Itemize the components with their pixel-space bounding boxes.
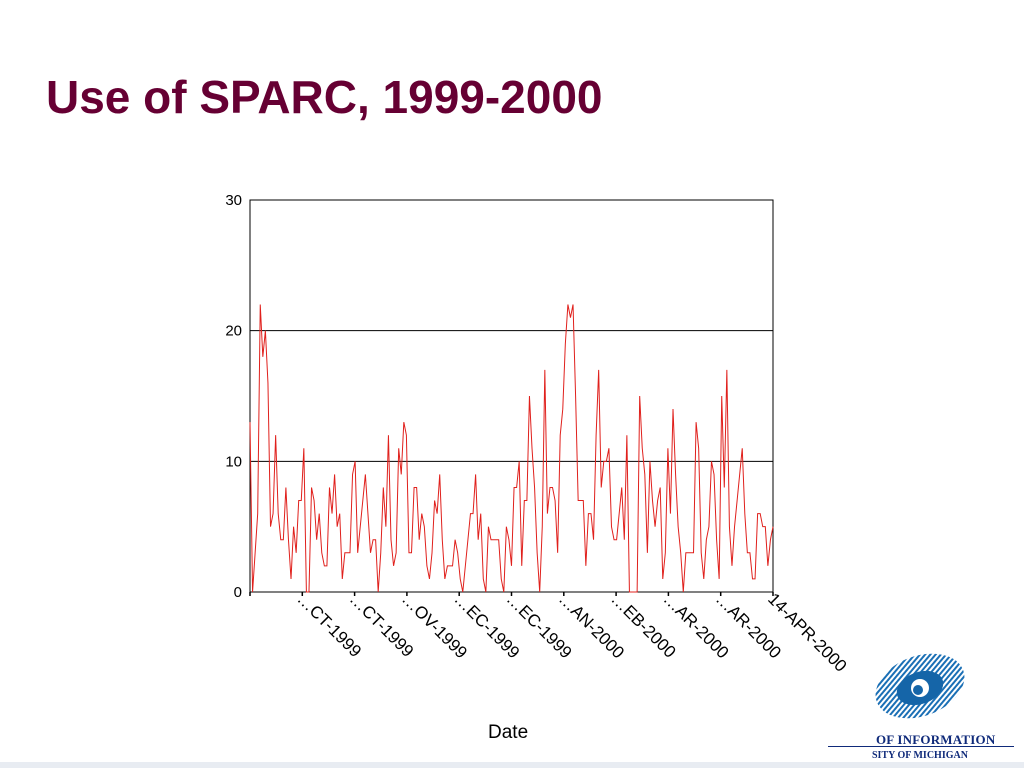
slide-title: Use of SPARC, 1999-2000 xyxy=(46,71,603,123)
logo-rule xyxy=(828,746,1014,747)
logo-text-line1: OF INFORMATION xyxy=(876,732,996,747)
y-tick-label: 10 xyxy=(225,453,242,470)
footer-band xyxy=(0,762,1024,768)
series-line xyxy=(249,304,774,593)
y-tick-label: 0 xyxy=(234,584,242,601)
logo-text-line2: SITY OF MICHIGAN xyxy=(872,750,968,761)
chart-grid xyxy=(250,330,773,462)
y-axis-ticks: 0 10 20 30 xyxy=(225,192,242,601)
y-tick-label: 30 xyxy=(225,192,242,209)
x-axis-ticks: …CT-1999…CT-1999…OV-1999…EC-1999…EC-1999… xyxy=(249,589,850,676)
x-axis-title: Date xyxy=(488,722,529,743)
y-tick-label: 20 xyxy=(225,323,242,340)
eye-logo-icon xyxy=(875,653,965,719)
school-logo xyxy=(828,636,1024,768)
